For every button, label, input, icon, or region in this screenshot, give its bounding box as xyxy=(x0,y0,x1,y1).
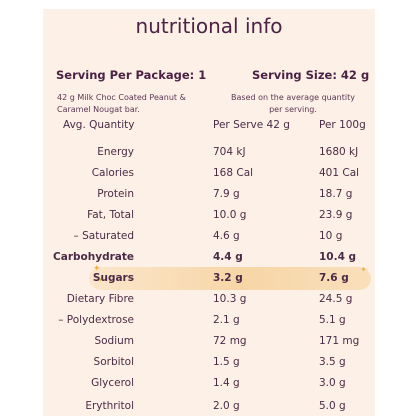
row-per-serve: 3.2 g xyxy=(213,272,243,284)
table-row: – Saturated 4.6 g 10 g xyxy=(43,227,375,249)
sugars-highlight: ✦ ✦ ✦ xyxy=(89,264,371,290)
sparkle-icon: ✦ xyxy=(98,277,104,284)
row-per-100g: 10.4 g xyxy=(319,251,357,263)
row-name: Calories xyxy=(91,167,134,179)
row-per-serve: 4.6 g xyxy=(213,230,240,242)
row-per-100g: 10 g xyxy=(319,230,343,242)
row-name: Glycerol xyxy=(91,377,134,389)
table-row: Glycerol 1.4 g 3.0 g xyxy=(43,374,375,396)
row-name: Sodium xyxy=(94,335,134,347)
row-per-serve: 2.0 g xyxy=(213,400,240,412)
row-per-100g: 24.5 g xyxy=(319,293,353,305)
row-per-serve: 704 kJ xyxy=(213,146,246,158)
row-per-serve: 1.4 g xyxy=(213,377,240,389)
row-per-100g: 3.0 g xyxy=(319,377,346,389)
table-row: Carbohydrate 4.4 g 10.4 g xyxy=(43,248,375,270)
row-name: – Polydextrose xyxy=(58,314,134,326)
table-row: Erythritol 2.0 g 5.0 g xyxy=(43,395,375,416)
row-per-100g: 401 Cal xyxy=(319,167,360,179)
serving-note: Based on the average quantity per servin… xyxy=(231,93,355,114)
row-name: Protein xyxy=(97,188,134,200)
header-per-serve: Per Serve 42 g xyxy=(213,119,290,131)
table-row: Sugars 3.2 g 7.6 g xyxy=(43,269,375,291)
row-per-100g: 18.7 g xyxy=(319,188,353,200)
table-row: Sorbitol 1.5 g 3.5 g xyxy=(43,353,375,375)
row-per-serve: 10.3 g xyxy=(213,293,247,305)
row-name: – Saturated xyxy=(73,230,134,242)
table-row: Dietary Fibre 10.3 g 24.5 g xyxy=(43,290,375,312)
table-row: Fat, Total 10.0 g 23.9 g xyxy=(43,206,375,228)
row-per-serve: 1.5 g xyxy=(213,356,240,368)
panel-title: nutritional info xyxy=(135,14,283,38)
row-per-100g: 5.0 g xyxy=(319,400,346,412)
serving-size: Serving Size: 42 g xyxy=(252,68,370,82)
row-name: Sugars xyxy=(92,272,134,284)
row-name: Dietary Fibre xyxy=(66,293,134,305)
sparkle-icon: ✦ xyxy=(360,265,367,274)
row-per-100g: 23.9 g xyxy=(319,209,353,221)
row-per-100g: 1680 kJ xyxy=(319,146,359,158)
nutrition-panel: nutritional info Serving Per Package: 1 … xyxy=(43,9,375,416)
row-name: Erythritol xyxy=(85,400,134,412)
row-per-100g: 3.5 g xyxy=(319,356,346,368)
table-row: – Polydextrose 2.1 g 5.1 g xyxy=(43,311,375,333)
header-quantity: Avg. Quantity xyxy=(63,119,135,131)
table-header: Avg. Quantity Per Serve 42 g Per 100g xyxy=(43,116,375,138)
row-per-100g: 5.1 g xyxy=(319,314,346,326)
row-per-serve: 10.0 g xyxy=(213,209,247,221)
row-per-100g: 7.6 g xyxy=(319,272,349,284)
sparkle-icon: ✦ xyxy=(93,264,101,274)
row-per-serve: 7.9 g xyxy=(213,188,240,200)
row-name: Carbohydrate xyxy=(53,251,134,263)
table-row: Energy 704 kJ 1680 kJ xyxy=(43,143,375,165)
header-per-100g: Per 100g xyxy=(319,119,366,131)
row-per-serve: 72 mg xyxy=(213,335,247,347)
row-per-serve: 168 Cal xyxy=(213,167,254,179)
table-row: Calories 168 Cal 401 Cal xyxy=(43,164,375,186)
row-per-serve: 2.1 g xyxy=(213,314,240,326)
serving-per-package: Serving Per Package: 1 xyxy=(56,68,207,82)
table-row: Protein 7.9 g 18.7 g xyxy=(43,185,375,207)
product-note: 42 g Milk Choc Coated Peanut & Caramel N… xyxy=(57,93,186,114)
row-name: Fat, Total xyxy=(87,209,134,221)
row-name: Sorbitol xyxy=(93,356,134,368)
row-per-serve: 4.4 g xyxy=(213,251,243,263)
row-per-100g: 171 mg xyxy=(319,335,360,347)
row-name: Energy xyxy=(97,146,134,158)
table-row: Sodium 72 mg 171 mg xyxy=(43,332,375,354)
